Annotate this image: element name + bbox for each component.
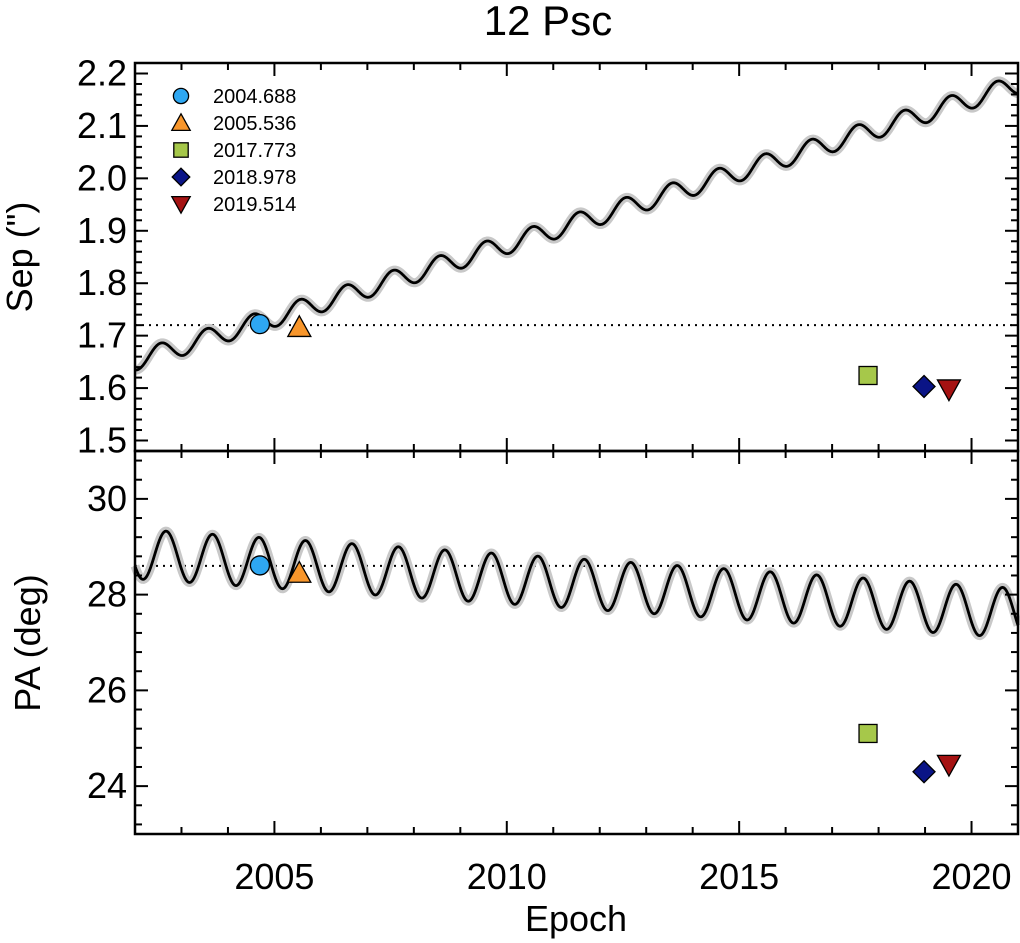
legend-marker-2004-688 <box>172 87 190 105</box>
sep-y-tick-label: 2.2 <box>77 52 127 93</box>
pa-y-tick-label: 28 <box>87 574 127 615</box>
legend-label: 2005.536 <box>213 113 296 135</box>
legend: 2004.688 2005.536 2017.773 2018.978 2019.514 <box>170 86 296 216</box>
sep-y-tick-label: 1.7 <box>77 315 127 356</box>
pa-model-curve <box>133 529 1020 638</box>
separation-panel: 1.5 1.6 1.7 1.8 1.9 2.0 2.1 2.2 <box>77 52 1020 461</box>
position-angle-panel-frame <box>133 449 1020 836</box>
legend-marker-2005-536 <box>170 112 192 132</box>
pa-y-tick-label: 30 <box>87 478 127 519</box>
epoch-axis-label: Epoch <box>525 898 627 939</box>
x-tick-label: 2020 <box>931 856 1011 897</box>
sep-y-tick-label: 2.1 <box>77 105 127 146</box>
pa-model-band <box>130 526 1020 641</box>
legend-label: 2019.514 <box>213 194 296 216</box>
sep-y-tick-label: 1.6 <box>77 367 127 408</box>
legend-label: 2018.978 <box>213 167 296 189</box>
sep-point-2018-978 <box>912 374 936 399</box>
chart-title: 12 Psc <box>484 0 612 44</box>
sep-point-2019-514 <box>936 379 962 402</box>
sep-model-curve <box>134 79 1019 372</box>
pa-point-2005-536 <box>286 560 312 583</box>
pa-point-2018-978 <box>912 759 936 784</box>
sep-y-tick-label: 1.5 <box>77 420 127 461</box>
pa-y-tick-label: 26 <box>87 669 127 710</box>
x-tick-label: 2005 <box>234 856 314 897</box>
position-angle-axis-label: PA (deg) <box>7 574 48 711</box>
position-angle-panel: 24 26 28 30 <box>87 449 1020 836</box>
x-tick-label: 2010 <box>467 856 547 897</box>
legend-marker-2017-773 <box>173 142 189 158</box>
x-tick-label: 2015 <box>699 856 779 897</box>
pa-point-2017-773 <box>858 723 878 744</box>
sep-y-tick-label: 2.0 <box>77 157 127 198</box>
sep-y-tick-label: 1.9 <box>77 210 127 251</box>
sep-point-2005-536 <box>286 314 312 338</box>
legend-marker-2018-978 <box>171 167 191 187</box>
pa-point-2004-688 <box>249 555 271 576</box>
sep-y-tick-label: 1.8 <box>77 262 127 303</box>
separation-axis-label: Sep (") <box>0 202 40 313</box>
legend-label: 2017.773 <box>213 140 296 162</box>
sep-point-2004-688 <box>249 313 271 335</box>
pa-point-2019-514 <box>936 754 962 778</box>
sep-point-2017-773 <box>858 365 878 386</box>
legend-label: 2004.688 <box>213 86 296 108</box>
pa-y-tick-label: 24 <box>87 765 127 806</box>
legend-marker-2019-514 <box>170 195 192 215</box>
